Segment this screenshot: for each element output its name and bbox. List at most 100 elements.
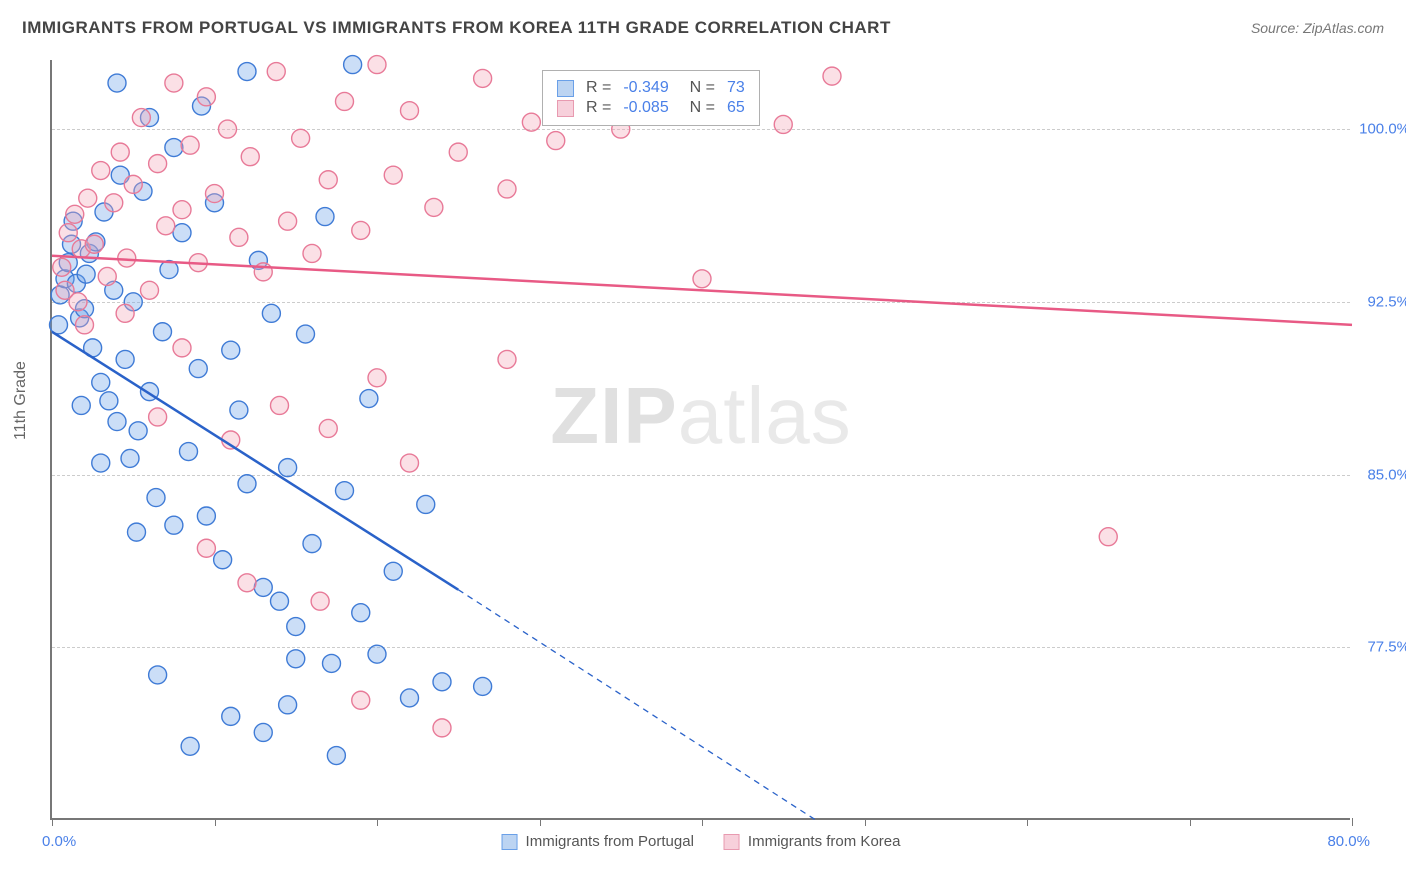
scatter-point <box>262 304 280 322</box>
y-tick-label: 92.5% <box>1367 293 1406 310</box>
scatter-point <box>50 316 68 334</box>
legend-swatch <box>502 834 518 850</box>
scatter-point <box>279 459 297 477</box>
scatter-plot <box>52 60 1350 818</box>
scatter-point <box>222 707 240 725</box>
y-tick-label: 85.0% <box>1367 466 1406 483</box>
trend-line <box>52 256 1352 325</box>
scatter-point <box>384 562 402 580</box>
scatter-point <box>214 551 232 569</box>
scatter-point <box>368 369 386 387</box>
scatter-point <box>327 747 345 765</box>
scatter-point <box>173 224 191 242</box>
scatter-point <box>287 618 305 636</box>
legend-item: Immigrants from Korea <box>724 833 901 850</box>
scatter-point <box>417 495 435 513</box>
x-tick <box>1190 818 1191 826</box>
scatter-point <box>823 67 841 85</box>
scatter-point <box>238 574 256 592</box>
scatter-point <box>98 267 116 285</box>
scatter-point <box>311 592 329 610</box>
scatter-point <box>53 258 71 276</box>
scatter-point <box>433 673 451 691</box>
scatter-point <box>173 339 191 357</box>
scatter-point <box>173 201 191 219</box>
plot-area: ZIPatlas 77.5%85.0%92.5%100.0% R = -0.34… <box>50 60 1350 820</box>
scatter-point <box>352 221 370 239</box>
stat-swatch-portugal <box>557 80 574 97</box>
scatter-point <box>303 244 321 262</box>
scatter-point <box>287 650 305 668</box>
scatter-point <box>141 281 159 299</box>
scatter-point <box>79 189 97 207</box>
scatter-point <box>271 396 289 414</box>
scatter-point <box>433 719 451 737</box>
scatter-point <box>72 396 90 414</box>
source-attribution: Source: ZipAtlas.com <box>1251 20 1384 36</box>
scatter-point <box>147 489 165 507</box>
scatter-point <box>344 56 362 74</box>
scatter-point <box>165 516 183 534</box>
scatter-point <box>238 63 256 81</box>
scatter-point <box>336 92 354 110</box>
scatter-point <box>401 689 419 707</box>
scatter-point <box>129 422 147 440</box>
scatter-point <box>197 88 215 106</box>
scatter-point <box>368 56 386 74</box>
scatter-point <box>100 392 118 410</box>
scatter-point <box>323 654 341 672</box>
scatter-point <box>197 507 215 525</box>
scatter-point <box>197 539 215 557</box>
stat-row-korea: R = -0.085 N = 65 <box>557 99 745 117</box>
scatter-point <box>292 129 310 147</box>
scatter-point <box>128 523 146 541</box>
legend-label: Immigrants from Portugal <box>526 833 694 850</box>
scatter-point <box>149 666 167 684</box>
scatter-point <box>180 443 198 461</box>
trend-line-extrapolated <box>458 590 816 820</box>
scatter-point <box>368 645 386 663</box>
scatter-point <box>352 604 370 622</box>
scatter-point <box>124 175 142 193</box>
scatter-point <box>360 390 378 408</box>
scatter-point <box>279 212 297 230</box>
scatter-point <box>316 208 334 226</box>
scatter-point <box>165 74 183 92</box>
trend-line <box>52 332 458 590</box>
scatter-point <box>154 323 172 341</box>
y-tick-label: 100.0% <box>1359 121 1406 138</box>
scatter-point <box>384 166 402 184</box>
scatter-point <box>76 316 94 334</box>
correlation-stat-box: R = -0.349 N = 73 R = -0.085 N = 65 <box>542 70 760 126</box>
scatter-point <box>271 592 289 610</box>
legend-swatch <box>724 834 740 850</box>
scatter-point <box>111 143 129 161</box>
scatter-point <box>105 194 123 212</box>
scatter-point <box>116 350 134 368</box>
scatter-point <box>92 373 110 391</box>
chart-title: IMMIGRANTS FROM PORTUGAL VS IMMIGRANTS F… <box>22 18 891 38</box>
x-axis-start-label: 0.0% <box>42 833 76 850</box>
x-tick <box>540 818 541 826</box>
scatter-point <box>92 162 110 180</box>
scatter-point <box>241 148 259 166</box>
scatter-point <box>181 136 199 154</box>
x-tick <box>702 818 703 826</box>
scatter-point <box>474 677 492 695</box>
scatter-point <box>498 180 516 198</box>
x-tick <box>215 818 216 826</box>
scatter-point <box>77 265 95 283</box>
scatter-point <box>401 454 419 472</box>
scatter-point <box>121 449 139 467</box>
scatter-point <box>1099 528 1117 546</box>
scatter-point <box>189 360 207 378</box>
bottom-legend: Immigrants from Portugal Immigrants from … <box>502 833 901 850</box>
legend-item: Immigrants from Portugal <box>502 833 694 850</box>
scatter-point <box>149 155 167 173</box>
y-axis-label: 11th Grade <box>12 361 30 440</box>
scatter-point <box>297 325 315 343</box>
x-tick <box>377 818 378 826</box>
scatter-point <box>85 235 103 253</box>
scatter-point <box>336 482 354 500</box>
scatter-point <box>66 205 84 223</box>
